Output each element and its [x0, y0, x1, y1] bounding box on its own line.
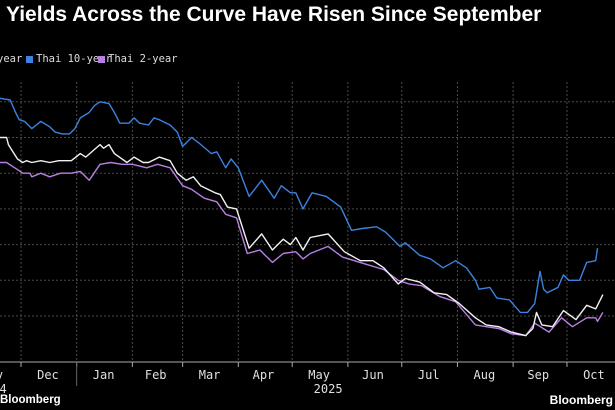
legend-swatch	[26, 55, 33, 63]
x-tick-label: Aug	[474, 368, 496, 382]
legend-label: Thai 10-year	[36, 53, 112, 65]
legend-swatch	[98, 55, 105, 63]
x-tick-label: Oct	[583, 368, 605, 382]
legend: year Thai 10-year Thai 2-year	[0, 53, 600, 69]
x-tick-label: Jun	[362, 368, 384, 382]
x-tick-label: Jan	[93, 368, 115, 382]
x-tick-label: Mar	[199, 368, 221, 382]
legend-item-thai-10-year: Thai 10-year	[26, 53, 112, 65]
x-tick-label: Feb	[145, 368, 167, 382]
legend-label: year	[0, 53, 23, 65]
x-tick-label: Sep	[527, 368, 549, 382]
x-tick-label: Jul	[418, 368, 440, 382]
x-tick-label: Apr	[253, 368, 275, 382]
series-line-thai-2-year	[0, 161, 604, 337]
series-line-year	[0, 136, 604, 337]
legend-item-series-1: year	[0, 53, 22, 65]
x-tick-label: Dec	[37, 368, 59, 382]
legend-item-thai-2-year: Thai 2-year	[98, 53, 178, 65]
source-label: Bloomberg	[0, 394, 61, 406]
legend-label: Thai 2-year	[108, 53, 178, 65]
chart-title: Yields Across the Curve Have Risen Since…	[6, 3, 542, 26]
x-year-label: 2025	[314, 382, 343, 396]
x-tick-label: Nov	[0, 368, 3, 382]
bloomberg-logo: Bloomberg	[549, 393, 613, 407]
x-year-label: 2024	[0, 382, 7, 396]
series-line-thai-10-year	[0, 97, 599, 314]
x-tick-label: May	[308, 368, 330, 382]
